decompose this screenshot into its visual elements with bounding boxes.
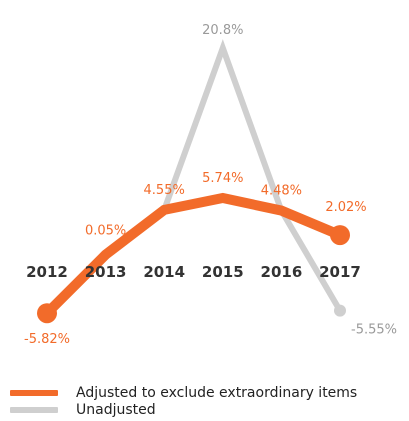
category-label-2014: 2014 [143,263,185,281]
category-label-2017: 2017 [319,263,361,281]
marker-adjusted-2017 [330,225,350,246]
series-line-adjusted [43,192,342,317]
data-label-adjusted-2012: -5.82% [24,332,70,347]
category-label-2016: 2016 [261,263,303,281]
legend-swatch-adjusted [10,389,58,396]
marker-adjusted-2012 [37,303,57,324]
marker-unadjusted-2017 [334,304,346,317]
lines-layer [43,39,343,317]
category-label-2012: 2012 [26,263,68,281]
legend-item-adjusted: Adjusted to exclude extraordinary items [10,384,357,401]
series-line-unadjusted [161,39,343,313]
data-label-unadjusted-2015: 20.8% [202,23,243,38]
category-label-2015: 2015 [202,263,244,281]
legend-item-unadjusted: Unadjusted [10,401,357,418]
data-label-adjusted-2014: 4.55% [144,183,185,198]
legend-swatch-unadjusted [10,406,58,413]
data-label-adjusted-2016: 4.48% [261,184,302,199]
data-labels: -5.82% 0.05% 4.55% 5.74% 4.48% 2.02% 20.8% -5.5… [24,23,397,347]
data-label-unadjusted-2017: -5.55% [351,323,397,338]
data-label-adjusted-2013: 0.05% [85,224,126,239]
line-chart: 2012 2013 2014 2015 2016 2017 -5.82% 0.05% 4.55… [24,23,397,347]
legend: Adjusted to exclude extraordinary items … [10,384,357,418]
category-label-2013: 2013 [85,263,127,281]
legend-label-unadjusted: Unadjusted [76,401,156,418]
markers-layer [37,225,350,324]
data-label-adjusted-2015: 5.74% [202,171,243,186]
legend-label-adjusted: Adjusted to exclude extraordinary items [76,384,358,401]
category-labels: 2012 2013 2014 2015 2016 2017 [26,263,361,281]
data-label-adjusted-2017: 2.02% [325,200,366,215]
